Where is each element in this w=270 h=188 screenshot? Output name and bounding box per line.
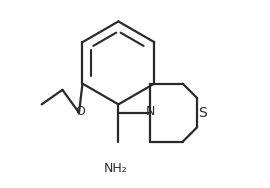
Text: S: S <box>198 106 207 120</box>
Text: N: N <box>146 105 155 118</box>
Text: NH₂: NH₂ <box>103 162 127 175</box>
Text: O: O <box>75 105 85 118</box>
